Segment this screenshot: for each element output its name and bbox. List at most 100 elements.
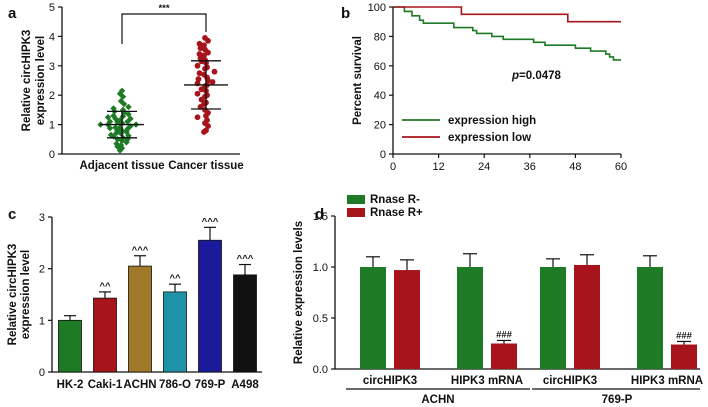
y-tick-label: 3 [49,61,55,73]
x-category-label: HIPK3 mRNA [451,375,523,387]
x-category-label: A498 [231,379,259,391]
y-tick-label: 4 [49,31,55,43]
y-axis-label-line: Relative circHIPK3 [21,30,33,132]
panel-d: d 0.0 0.5 1.0 1.5 Relative expression levels R… [293,194,703,406]
y-axis-label: Percent survival [352,36,364,125]
data-point [114,119,121,126]
x-category-label: HIPK3 mRNA [631,375,703,387]
data-point [117,97,125,105]
x-tick-label: 12 [432,161,444,173]
data-point [201,42,207,49]
significance-label: ### [496,329,513,340]
panel-label-c: c [8,206,16,223]
p-value-annotation: p=0.0478 [511,70,562,82]
legend-swatch [347,195,365,204]
data-point [127,122,134,130]
x-tick-label: 36 [524,161,536,173]
panel-c: c 0 1 2 3 Relative circHIPK3expression level H… [7,206,262,391]
legend-label: Rnase R+ [370,207,423,219]
y-tick-label: 40 [374,90,386,102]
y-tick-label: 80 [374,31,386,43]
y-tick-label: 0 [380,149,386,161]
x-tick-label: 0 [390,161,396,173]
data-point [104,114,112,121]
bar-rnase-minus [360,267,386,369]
data-point [116,90,124,97]
survival-curve-high [393,6,621,61]
bar-caki-1 [93,297,117,373]
data-point [209,79,216,85]
data-point [110,105,117,112]
y-axis-label-line: expression level [35,36,47,126]
data-point [112,124,119,131]
y-tick-label: 2 [39,264,45,276]
y-tick-label: 2 [49,90,55,102]
significance-label: ^^ [169,273,181,284]
data-point [113,129,120,137]
data-point [202,34,208,41]
bar-rnase-plus [491,343,517,369]
data-point [196,70,203,77]
legend-label: Rnase R- [370,194,420,206]
panel-label-b: b [341,5,350,22]
y-tick-label: 1 [49,120,55,132]
data-point [195,76,202,82]
x-category-label: Cancer tissue [168,160,243,172]
data-point [196,40,203,47]
data-point [112,115,119,122]
y-tick-label: 1 [39,315,45,327]
x-category-label: Caki-1 [88,379,123,391]
x-tick-label: 48 [569,161,581,173]
y-tick-label: 100 [368,2,386,14]
group-label: 769-P [602,394,633,406]
y-tick-label: 1.0 [313,262,328,274]
panel-b: b 0 20 40 60 80 100 0 12 24 36 48 60 Percent survival… [341,2,627,173]
data-point [110,112,117,119]
data-point [194,62,201,69]
bar-rnase-plus [394,270,420,369]
bar-a498 [233,274,257,373]
y-tick-label: 3 [39,212,45,224]
data-point [211,68,218,75]
bar-rnase-minus [540,267,566,369]
significance-label: ^^^ [132,245,149,256]
y-axis-label: Relative circHIPK3expression level [7,244,32,346]
data-point [106,118,114,125]
data-point [204,117,210,124]
x-category-label: HK-2 [57,379,84,391]
significance-label: ### [676,330,693,341]
data-point [118,87,126,94]
legend-label: expression high [448,115,536,127]
panel-label-a: a [8,5,17,22]
data-point [201,52,207,59]
bar-achn [128,265,152,373]
legend-swatch [347,208,365,217]
y-tick-label: 60 [374,61,386,73]
p-value-number: =0.0478 [519,70,561,82]
legend-label: expression low [448,132,531,144]
x-category-label: 786-O [159,379,191,391]
data-point [113,140,120,147]
data-point [107,131,115,139]
y-tick-label: 0.5 [313,313,328,325]
significance-label: ^^^ [237,254,254,265]
x-category-label: circHIPK3 [543,375,597,387]
y-tick-label: 0 [49,149,55,161]
y-axis-label-line: expression level [20,250,32,340]
data-point [125,132,132,139]
y-tick-label: 20 [374,120,386,132]
significance-label: ^^^ [202,216,219,227]
bar-rnase-plus [574,264,600,369]
x-category-label: Adjacent tissue [80,160,165,172]
y-axis-label: Relative expression levels [293,221,305,364]
bar-rnase-plus [671,344,697,369]
y-axis-label-line: Relative circHIPK3 [7,244,19,346]
group-label: ACHN [421,394,454,406]
bar-rnase-minus [457,267,483,369]
x-tick-label: 60 [615,161,627,173]
bar-rnase-minus [637,267,663,369]
significance-label: ^^ [99,281,111,292]
data-point [127,115,134,122]
